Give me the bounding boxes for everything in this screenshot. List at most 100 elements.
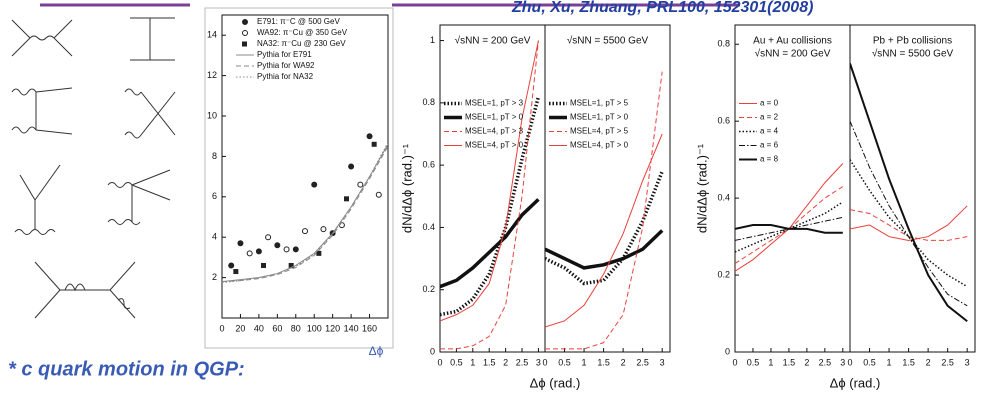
data-point (246, 250, 253, 257)
series-line (222, 146, 388, 283)
x-tick-label: 2.5 (636, 357, 649, 367)
series-line (222, 142, 388, 284)
data-point (288, 262, 294, 268)
y-tick-label: 0.6 (717, 116, 730, 126)
plot-area (222, 133, 388, 284)
x-tick-label: 100 (307, 323, 322, 333)
x-tick-label: 1.5 (483, 357, 496, 367)
x-axis-label: Δϕ (rad.) (530, 375, 581, 390)
legend-label: WA92: π⁻Cu @ 350 GeV (257, 28, 348, 37)
plot-area (440, 40, 541, 350)
x-tick-label: 2.5 (941, 357, 954, 367)
x-tick-label: 3 (965, 357, 970, 367)
series-line (735, 224, 843, 234)
data-point (375, 191, 382, 198)
y-tick-label: 4 (212, 232, 217, 242)
y-tick-label: 8 (212, 151, 217, 161)
plot-area (545, 71, 664, 350)
legend-label: a = 2 (760, 113, 779, 122)
data-point (320, 226, 327, 233)
x-tick-label: 0.5 (863, 357, 876, 367)
data-point (237, 240, 244, 247)
x-tick-label: 140 (344, 323, 359, 333)
data-point (261, 262, 266, 268)
data-point (371, 141, 377, 147)
legend-label: a = 6 (760, 141, 779, 150)
x-tick-label: 2.5 (516, 357, 529, 367)
x-tick-label: 1.5 (902, 357, 915, 367)
x-tick-label: 1 (470, 357, 475, 367)
x-tick-label: 2 (804, 357, 809, 367)
x-tick-label: 0.5 (450, 357, 463, 367)
legend-label: MSEL=1, pT > 0 (570, 113, 629, 122)
panel-subtitle: √sNN = 200 GeV (755, 48, 831, 60)
data-point (283, 246, 290, 253)
x-tick-label: 120 (325, 323, 340, 333)
plot-frame (221, 14, 389, 319)
x-tick-label: 0 (219, 323, 224, 333)
scatter-panel (204, 7, 394, 349)
series-line (850, 63, 968, 323)
series-line (440, 198, 540, 289)
x-tick-label: 60 (272, 323, 282, 333)
x-tick-label: 3 (840, 357, 845, 367)
y-tick-label: 0.4 (422, 222, 435, 232)
x-tick-label: 40 (254, 323, 264, 333)
x-tick-label: 0.5 (747, 357, 760, 367)
x-tick-label: 0 (732, 357, 737, 367)
legend-label: NA32: π⁻Cu @ 230 GeV (257, 39, 346, 48)
x-tick-label: 2 (503, 357, 508, 367)
x-tick-label: 160 (362, 323, 377, 333)
plot-frame (544, 24, 671, 353)
legend-label: a = 0 (760, 99, 779, 108)
x-tick-label: 20 (235, 323, 245, 333)
y-tick-label: 0.6 (422, 160, 435, 170)
legend-label: Pythia for NA32 (257, 72, 314, 81)
legend-label: MSEL=4, pT > 3 (465, 127, 524, 136)
plot-frame (849, 24, 976, 353)
x-tick-label: 3 (536, 357, 541, 367)
y-tick-label: 1 (430, 35, 435, 45)
data-point (302, 228, 308, 235)
data-point (228, 262, 235, 269)
plot-area (850, 63, 968, 323)
y-tick-label: 14 (207, 30, 217, 40)
x-tick-label: 1 (582, 357, 587, 367)
x-tick-label: 3 (660, 357, 665, 367)
y-tick-label: 12 (207, 70, 217, 80)
y-tick-label: 0.2 (717, 269, 730, 279)
data-point (292, 246, 299, 253)
x-tick-label: 1 (768, 357, 773, 367)
data-point (348, 163, 355, 170)
x-tick-label: 2.5 (819, 357, 832, 367)
y-tick-label: 0 (430, 346, 435, 356)
data-point (255, 248, 262, 255)
data-point (265, 234, 272, 241)
x-tick-label: 2 (926, 357, 931, 367)
series-line (545, 133, 663, 328)
data-point (274, 242, 281, 249)
legend-label: MSEL=4, pT > 0 (465, 141, 524, 150)
y-tick-label: 2 (212, 272, 217, 282)
data-point (366, 133, 373, 140)
bullet: * c quark motion in QGP: (8, 358, 245, 380)
x-axis-label: Δϕ (369, 344, 384, 358)
panel-title: Au + Au collisions (753, 36, 832, 47)
legend-swatch (242, 30, 248, 36)
x-tick-label: 80 (291, 323, 301, 333)
series-line (545, 170, 664, 286)
legend-label: MSEL=4, pT > 5 (570, 127, 629, 136)
x-tick-label: 0 (542, 357, 547, 367)
legend-label: Pythia for E791 (257, 50, 312, 59)
legend-label: E791: π⁻C @ 500 GeV (257, 17, 340, 26)
x-tick-label: 0 (437, 357, 442, 367)
x-tick-label: 1 (887, 357, 892, 367)
series-line (545, 71, 663, 350)
x-axis-label: Δϕ (rad.) (830, 375, 881, 390)
series-line (440, 96, 541, 317)
legend-label: Pythia for WA92 (257, 61, 315, 70)
x-tick-label: 1.5 (783, 357, 796, 367)
panel-title: √sNN = 200 GeV (455, 35, 531, 47)
data-point (316, 250, 322, 256)
